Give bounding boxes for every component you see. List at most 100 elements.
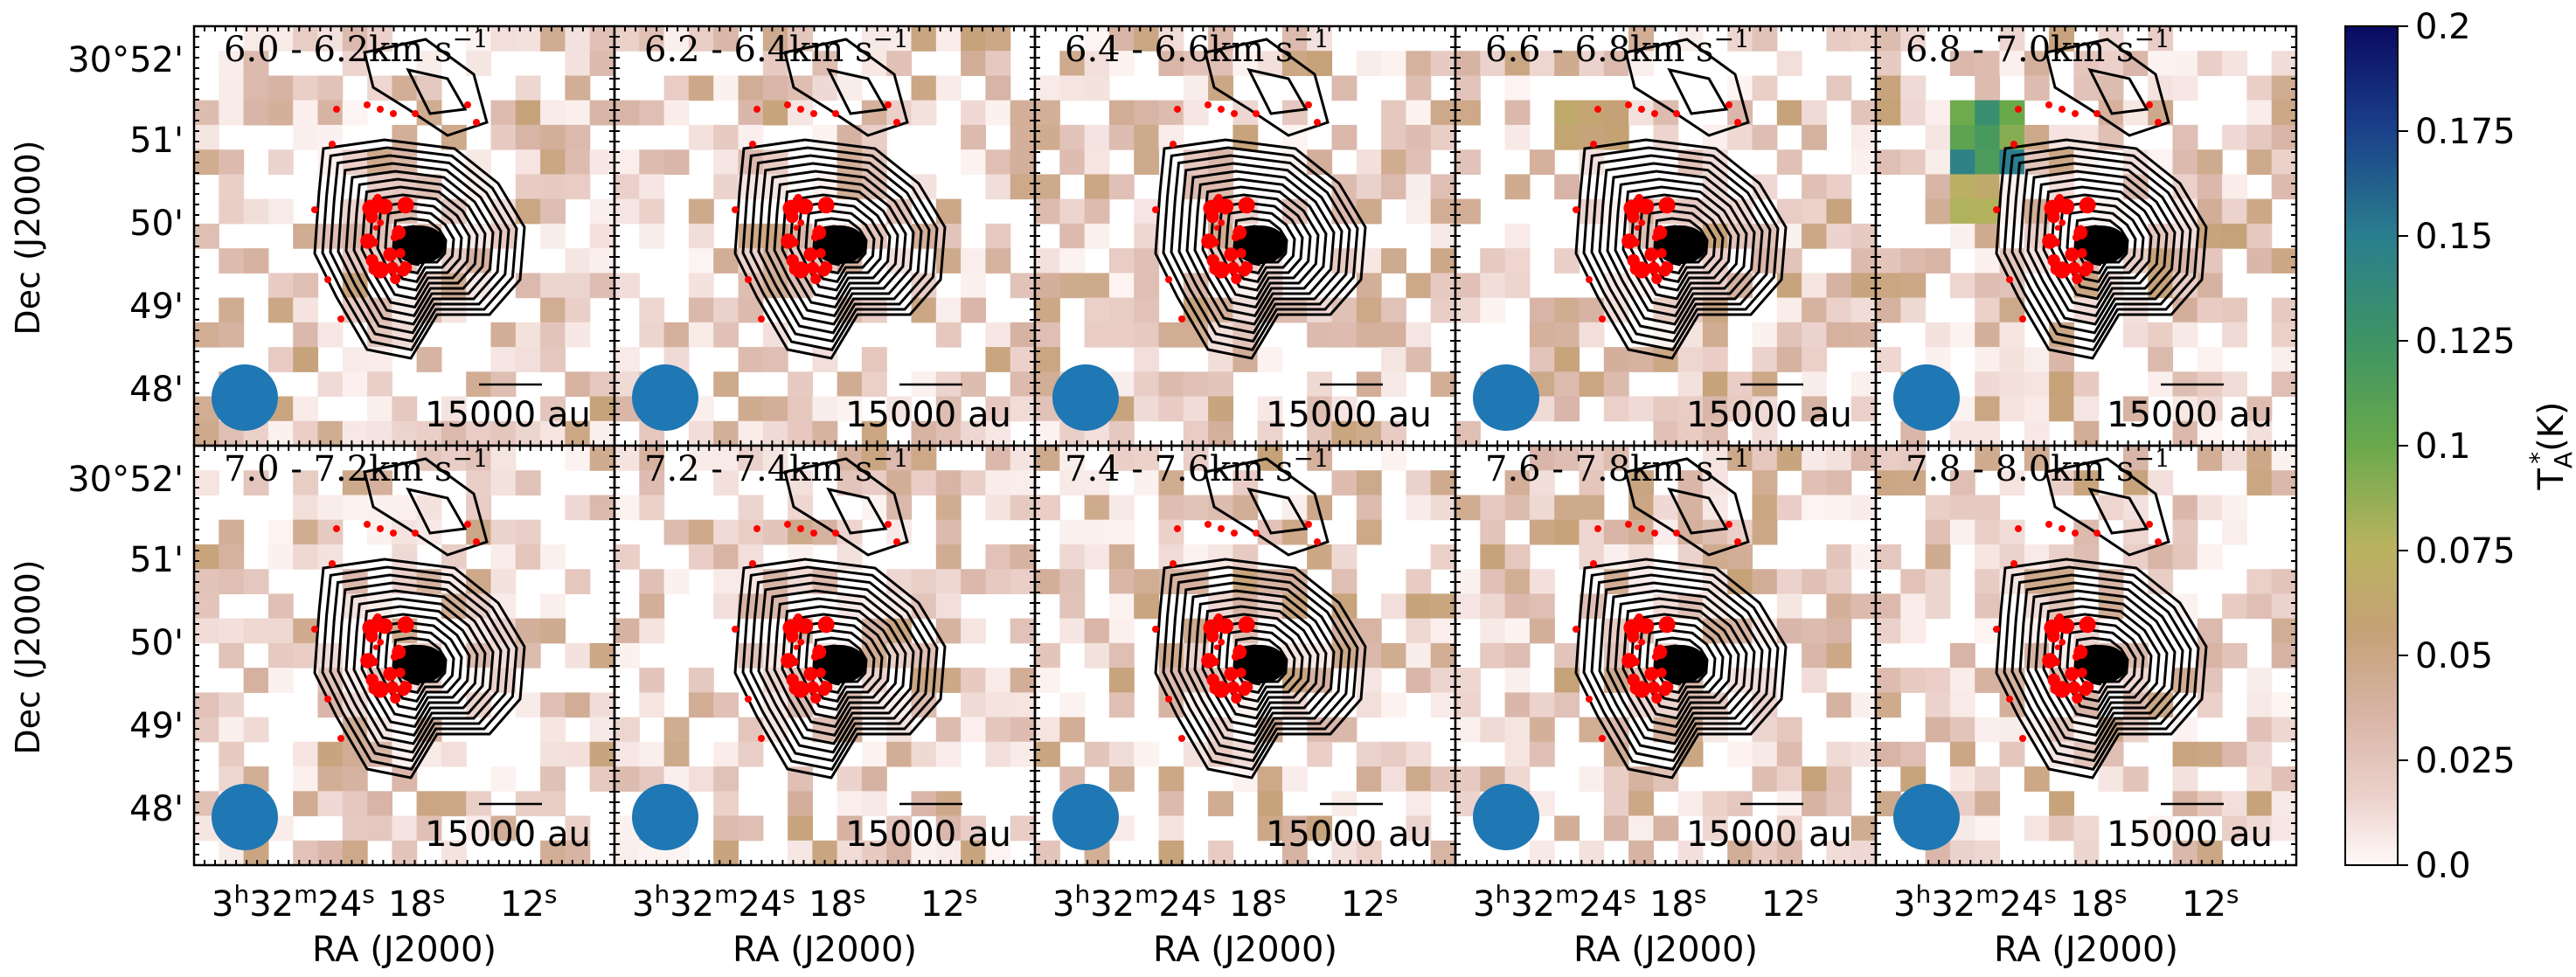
heatmap-cell (1331, 420, 1357, 446)
source-marker (2059, 106, 2066, 113)
source-marker (816, 248, 826, 259)
heatmap-cell (1826, 26, 1852, 52)
heatmap-cell (1529, 495, 1555, 521)
heatmap-cell (961, 297, 986, 323)
heatmap-cell (1504, 495, 1531, 521)
heatmap-cell (812, 396, 838, 422)
channel-panel-4: 15000 au6.6 - 6.8km s−1 (1454, 24, 1878, 447)
heatmap-cell (1010, 100, 1035, 126)
contour-lines (1574, 38, 1788, 360)
scale-bar-label: 15000 au (425, 395, 591, 435)
heatmap-cell (1975, 519, 2001, 545)
source-marker (2072, 653, 2080, 662)
heatmap-cell (1504, 124, 1531, 150)
heatmap-cell (1134, 371, 1160, 398)
heatmap-cell (985, 741, 1011, 767)
heatmap-cell (1232, 322, 1259, 348)
source-marker (2077, 668, 2087, 678)
heatmap-cell (1381, 642, 1406, 669)
heatmap-cell (639, 495, 665, 521)
heatmap-cell (1307, 815, 1333, 842)
source-marker (337, 735, 344, 742)
heatmap-cell (392, 815, 418, 842)
heatmap-cell (1183, 420, 1209, 446)
heatmap-cell (1776, 741, 1802, 767)
heatmap-cell (2197, 174, 2223, 200)
source-marker (1590, 141, 1597, 148)
heatmap-cell (1603, 519, 1629, 545)
heatmap-cell (1059, 519, 1086, 545)
heatmap-cell (1802, 618, 1827, 644)
heatmap-cell (1876, 593, 1901, 620)
heatmap-cell (2197, 51, 2223, 76)
heatmap-cell (1331, 840, 1357, 865)
contour (1995, 558, 2208, 780)
heatmap-cell (1183, 174, 1209, 200)
source-marker (464, 521, 471, 528)
source-marker (1635, 193, 1644, 203)
heatmap-cell (565, 815, 591, 842)
scale-bar-label: 15000 au (1266, 814, 1432, 855)
heatmap-cell (589, 51, 614, 76)
heatmap-cell (1677, 840, 1704, 865)
x-tick-label: 18s (2070, 880, 2128, 925)
heatmap-cell (762, 75, 788, 101)
heatmap-cell (1752, 322, 1778, 348)
contour (1598, 581, 1764, 754)
heatmap-cell (1158, 51, 1184, 76)
source-marker (732, 626, 739, 633)
heatmap-cell (267, 593, 294, 620)
source-marker (1205, 101, 1212, 108)
heatmap-cell (1876, 273, 1901, 299)
heatmap-cell (1208, 149, 1233, 175)
source-marker (377, 106, 384, 113)
heatmap-cell (565, 371, 591, 398)
contour-lines (1154, 38, 1367, 360)
heatmap-cell (1776, 297, 1802, 323)
heatmap-cell (2172, 75, 2198, 101)
source-marker (473, 119, 480, 126)
x-tick-label: 18s (1229, 880, 1287, 925)
heatmap-cell (639, 470, 665, 495)
heatmap-cell (2246, 717, 2273, 743)
source-marker (1638, 525, 1645, 532)
channel-label: 6.2 - 6.4km s−1 (644, 24, 909, 70)
heatmap-cell (267, 618, 294, 644)
contour-north-inner (2087, 487, 2149, 535)
contour-north-outer (2045, 38, 2170, 137)
heatmap-cell (565, 124, 591, 150)
heatmap-cell (1010, 692, 1035, 718)
heatmap-cell (762, 26, 788, 52)
contour-core (393, 225, 446, 264)
heatmap-cell (1108, 273, 1135, 299)
heatmap-cell (515, 124, 541, 150)
heatmap-cell (293, 347, 319, 372)
heatmap-cell (738, 347, 764, 372)
source-marker (1209, 262, 1222, 275)
source-marker (390, 693, 401, 704)
contour (1162, 565, 1359, 771)
heatmap-cell (1975, 149, 2001, 175)
source-marker (1673, 110, 1680, 117)
heatmap-cell (1430, 692, 1455, 718)
heatmap-cell (1108, 569, 1135, 594)
heatmap-cell (1802, 371, 1827, 398)
x-axis-label: RA (J2000) (1573, 930, 1758, 970)
heatmap-cell (2222, 642, 2247, 669)
source-marker (1305, 521, 1312, 528)
source-markers (311, 101, 480, 322)
heatmap-cell (663, 26, 690, 52)
heatmap-cell (565, 569, 591, 594)
heatmap-cell (1949, 495, 1975, 521)
heatmap-cell (2024, 446, 2050, 471)
heatmap-cell (1504, 544, 1531, 570)
heatmap-cell (2049, 396, 2074, 422)
heatmap-cell (961, 470, 986, 495)
heatmap-cell (466, 815, 492, 842)
source-marker (794, 613, 803, 622)
heatmap-cell (565, 149, 591, 175)
heatmap-cell (1826, 198, 1852, 225)
heatmap-cell (1752, 495, 1778, 521)
heatmap-cell (441, 124, 467, 150)
